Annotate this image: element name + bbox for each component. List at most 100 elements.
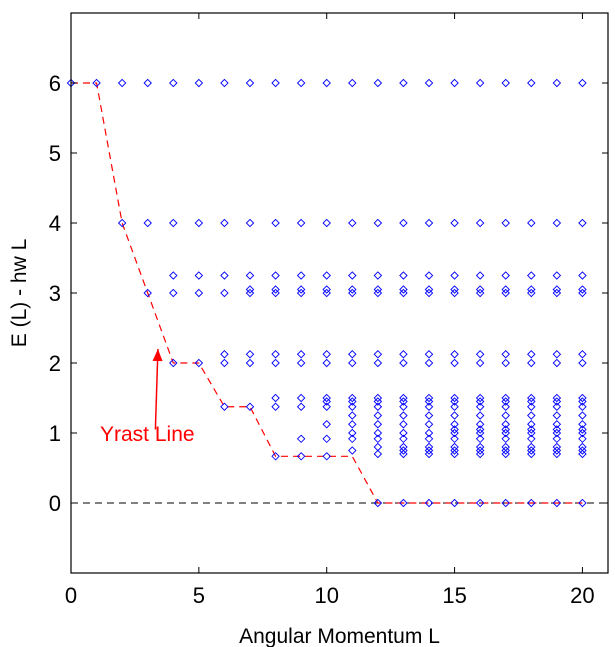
data-point-diamond <box>373 288 383 298</box>
data-point-diamond <box>373 442 383 452</box>
x-tick-label: 5 <box>193 583 205 608</box>
data-point-diamond <box>424 402 434 411</box>
x-axis-label: Angular Momentum L <box>239 625 440 647</box>
data-point-diamond <box>424 442 434 452</box>
data-point-diamond <box>348 288 357 298</box>
x-tick-label: 0 <box>65 583 77 608</box>
data-point-diamond <box>475 393 485 403</box>
data-point-diamond <box>245 218 255 228</box>
yrast-line <box>71 82 583 504</box>
data-point-diamond <box>450 285 459 294</box>
data-point-diamond <box>475 358 485 368</box>
data-point-diamond <box>245 358 255 368</box>
data-point-diamond <box>322 434 331 444</box>
data-point-diamond <box>552 285 562 294</box>
data-point-diamond <box>271 218 280 228</box>
data-point-diamond <box>399 420 408 429</box>
data-point-diamond <box>373 350 383 359</box>
data-point-diamond <box>322 402 331 411</box>
y-tick-label: 0 <box>49 491 61 516</box>
data-point-diamond <box>527 428 536 438</box>
data-point-diamond <box>527 397 536 406</box>
data-point-diamond <box>245 350 255 359</box>
data-point-diamond <box>322 350 331 359</box>
data-point-diamond <box>271 285 280 294</box>
data-point-diamond <box>348 285 357 294</box>
data-point-diamond <box>348 446 357 455</box>
data-point-diamond <box>450 442 459 452</box>
data-point-diamond <box>245 402 255 411</box>
data-point-diamond <box>296 358 306 368</box>
tick-layer: 0 5 10 15 20 0 1 2 3 4 5 6 <box>49 13 608 608</box>
data-point-diamond <box>501 425 510 434</box>
data-point-diamond <box>527 393 536 403</box>
data-point-diamond <box>552 358 562 368</box>
data-point-diamond <box>527 449 536 459</box>
data-point-diamond <box>169 78 178 88</box>
data-point-diamond <box>578 393 587 403</box>
data-point-diamond <box>552 425 562 434</box>
data-point-diamond <box>424 393 434 403</box>
data-point-diamond <box>348 358 357 368</box>
data-point-diamond <box>578 434 587 444</box>
data-point-diamond <box>348 271 357 280</box>
x-tick-label: 10 <box>314 583 338 608</box>
data-point-diamond <box>475 402 485 411</box>
data-point-diamond <box>399 428 408 438</box>
data-point-diamond <box>527 425 536 434</box>
data-point-diamond <box>194 288 204 298</box>
data-point-diamond <box>322 452 331 461</box>
data-point-diamond <box>143 218 152 228</box>
data-point-diamond <box>450 271 459 280</box>
data-point-diamond <box>296 78 306 88</box>
data-point-diamond <box>296 350 306 359</box>
data-point-diamond <box>399 218 408 228</box>
data-point-diamond <box>399 271 408 280</box>
data-point-diamond <box>501 446 510 455</box>
data-point-diamond <box>552 271 562 280</box>
data-point-diamond <box>578 498 587 508</box>
data-point-diamond <box>424 397 434 406</box>
data-point-diamond <box>501 358 510 368</box>
data-point-diamond <box>348 350 357 359</box>
data-point-diamond <box>245 288 255 298</box>
data-point-diamond <box>220 78 229 88</box>
data-point-diamond <box>322 393 331 403</box>
data-point-diamond <box>220 358 229 368</box>
data-point-diamond <box>450 78 459 88</box>
data-point-diamond <box>296 271 306 280</box>
data-point-diamond <box>399 442 408 452</box>
data-point-diamond <box>424 218 434 228</box>
data-point-diamond <box>475 288 485 298</box>
y-tick-label: 5 <box>49 141 61 166</box>
data-point-diamond <box>501 434 510 444</box>
data-point-diamond <box>399 434 408 444</box>
data-point-diamond <box>450 402 459 411</box>
data-point-diamond <box>552 393 562 403</box>
data-point-diamond <box>450 411 459 420</box>
data-point-diamond <box>475 442 485 452</box>
data-point-diamond <box>578 402 587 411</box>
data-point-diamond <box>424 288 434 298</box>
data-point-diamond <box>424 285 434 294</box>
data-point-diamond <box>424 428 434 438</box>
data-point-diamond <box>424 420 434 429</box>
data-point-diamond <box>475 285 485 294</box>
data-point-diamond <box>348 411 357 420</box>
data-point-diamond <box>552 288 562 298</box>
data-point-diamond <box>527 442 536 452</box>
data-point-diamond <box>552 397 562 406</box>
data-point-diamond <box>450 358 459 368</box>
data-point-diamond <box>271 78 280 88</box>
data-point-diamond <box>348 78 357 88</box>
data-point-diamond <box>475 434 485 444</box>
data-point-diamond <box>552 498 562 508</box>
data-point-diamond <box>501 420 510 429</box>
data-point-diamond <box>271 288 280 298</box>
y-tick-label: 2 <box>49 351 61 376</box>
data-point-diamond <box>552 411 562 420</box>
data-point-diamond <box>271 452 280 461</box>
data-point-diamond <box>322 285 331 294</box>
data-point-diamond <box>578 285 587 294</box>
